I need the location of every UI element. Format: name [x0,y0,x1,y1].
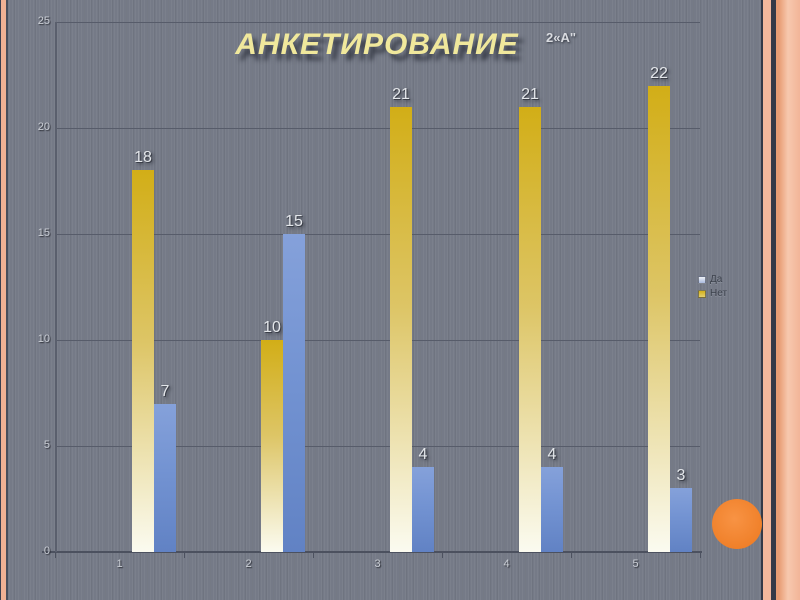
bar-column: 7 [154,383,176,552]
bar-yes [412,467,434,552]
bar-yes [154,403,176,552]
grid-line [55,234,700,235]
y-tick-label: 20 [37,121,50,133]
y-tick-label: 15 [37,227,50,239]
legend-label-no: Нет [710,288,728,299]
slide-frame-left [0,0,8,600]
category-group: 21 4 [442,22,571,552]
y-tick-label: 5 [43,439,50,451]
class-label: 2«А" [546,30,577,45]
bar-no [390,106,412,552]
bar-value-label: 4 [418,446,428,464]
bar-no [261,340,283,552]
bar-column: 10 [261,319,283,552]
y-axis-wall [55,22,57,552]
bar-column: 18 [132,149,154,552]
grid-line [55,128,700,129]
category-group: 18 7 [55,22,184,552]
bar-value-label: 18 [134,149,152,167]
y-tick-label: 10 [37,333,50,345]
bar-value-label: 4 [547,446,557,464]
axis-tick [571,552,572,558]
decorative-circle [712,499,762,549]
bar-column: 21 [519,86,541,552]
x-tick-label: 3 [374,558,381,570]
bar-no [132,170,154,552]
bar-value-label: 22 [650,64,668,82]
slide-frame-right [761,0,800,600]
bar-yes [283,234,305,552]
axis-tick [442,552,443,558]
axis-tick [184,552,185,558]
y-tick-label: 0 [43,545,50,557]
bar-column: 15 [283,213,305,552]
axis-tick [700,552,701,558]
x-tick-label: 2 [245,558,252,570]
bar-value-label: 3 [676,467,686,485]
bar-yes [541,467,563,552]
bar-column: 3 [670,467,692,552]
grid-line [55,340,700,341]
legend-swatch-no-icon [698,289,706,298]
bar-column: 4 [412,446,434,552]
axis-tick [313,552,314,558]
bar-column: 4 [541,446,563,552]
bar-value-label: 15 [285,213,303,230]
bar-no [519,106,541,552]
category-group: 10 15 [184,22,313,552]
plot-area: 18 7 10 15 21 4 21 4 22 3 [42,22,702,558]
bar-yes [670,488,692,552]
grid-line [55,22,700,23]
bar-no [648,85,670,552]
bar-column: 22 [648,65,670,552]
x-tick-label: 4 [503,558,510,570]
x-tick-label: 5 [632,558,639,570]
y-tick-label: 25 [37,15,50,27]
bar-column: 21 [390,86,412,552]
legend-item-yes: Да [698,274,727,285]
bar-value-label: 7 [160,382,170,400]
axis-tick [55,552,56,558]
x-tick-label: 1 [116,558,123,570]
chart-legend: Да Нет [698,274,727,302]
x-axis-line [42,551,702,553]
legend-item-no: Нет [698,288,727,299]
bar-value-label: 10 [263,319,281,336]
legend-swatch-yes-icon [698,275,706,284]
legend-label-yes: Да [710,274,723,285]
category-group: 22 3 [571,22,700,552]
bar-value-label: 21 [521,85,539,103]
category-group: 21 4 [313,22,442,552]
bar-value-label: 21 [392,85,410,103]
slide-title: АНКЕТИРОВАНИЕ [235,28,519,61]
grid-line [55,446,700,447]
